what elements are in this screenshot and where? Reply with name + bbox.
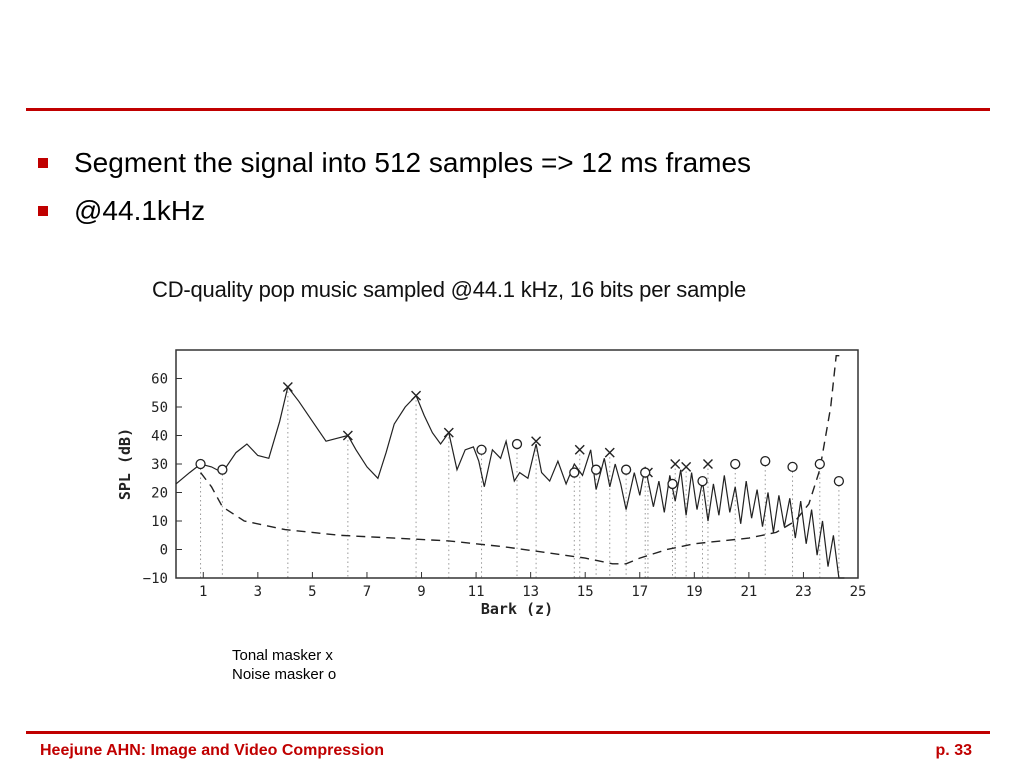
x-tick-label: 13 — [522, 584, 539, 600]
footer-course-title: Heejune AHN: Image and Video Compression — [40, 742, 385, 759]
x-tick-label: 5 — [308, 584, 316, 600]
noise-masker-mark — [511, 438, 523, 450]
tonal-masker-mark — [574, 444, 585, 455]
x-tick-label: 15 — [577, 584, 594, 600]
y-tick-label: 30 — [151, 457, 168, 473]
x-tick-label: 17 — [631, 584, 648, 600]
x-tick-label: 11 — [468, 584, 485, 600]
y-tick-label: 20 — [151, 486, 168, 502]
tonal-masker-mark — [681, 461, 692, 472]
x-tick-label: 7 — [363, 584, 371, 600]
noise-masker-mark — [569, 467, 580, 478]
series-lines — [175, 355, 845, 579]
x-tick-label: 3 — [254, 584, 262, 600]
y-tick-label: 10 — [151, 514, 168, 530]
noise-masker-mark — [640, 467, 651, 478]
tonal-masker-mark — [604, 447, 615, 458]
masker-markers — [195, 382, 845, 490]
bullet-text: Segment the signal into 512 samples => 1… — [74, 147, 752, 178]
x-tick-label: 25 — [850, 584, 867, 600]
x-tick-label: 21 — [740, 584, 757, 600]
noise-masker-mark — [697, 475, 708, 487]
noise-masker-mark — [620, 464, 632, 475]
noise-masker-mark — [814, 458, 825, 470]
tonal-masker-mark — [411, 390, 422, 401]
tonal-masker-mark — [531, 436, 542, 447]
tonal-masker-mark — [342, 430, 353, 441]
square-bullet-icon — [38, 158, 48, 168]
bullet-text: @44.1kHz — [74, 195, 206, 226]
spl-solid-line — [175, 385, 845, 579]
x-tick-label: 1 — [199, 584, 207, 600]
noise-masker-mark — [787, 461, 798, 472]
tonal-masker-mark — [670, 459, 681, 469]
marker-legend: Tonal masker x Noise masker o — [232, 646, 336, 684]
noise-masker-mark — [667, 478, 678, 490]
x-tick-label: 19 — [686, 584, 703, 600]
noise-masker-mark — [833, 475, 845, 487]
y-tick-label: 50 — [151, 400, 168, 416]
x-tick-label: 23 — [795, 584, 812, 600]
y-tick-label: 40 — [151, 429, 168, 445]
tonal-masker-mark — [702, 459, 713, 469]
noise-masker-mark — [217, 464, 228, 475]
tonal-masker-mark — [443, 427, 454, 438]
noise-masker-mark — [730, 458, 741, 470]
legend-tonal-masker: Tonal masker x — [232, 647, 333, 664]
noise-masker-mark — [195, 458, 206, 470]
y-axis-label: SPL (dB) — [116, 428, 134, 500]
y-tick-label: 0 — [160, 543, 168, 559]
noise-masker-mark — [476, 444, 487, 455]
y-tick-label: −10 — [143, 571, 168, 587]
square-bullet-icon — [38, 206, 48, 216]
footer-rule — [26, 731, 990, 734]
threshold-dashed-line — [200, 355, 845, 565]
footer-page-number: p. 33 — [935, 742, 972, 759]
y-tick-label: 60 — [151, 372, 168, 388]
x-tick-label: 9 — [417, 584, 425, 600]
legend-noise-masker: Noise masker o — [232, 666, 337, 683]
tonal-masker-mark — [282, 382, 293, 393]
gridlines — [200, 387, 840, 578]
noise-masker-mark — [760, 456, 771, 467]
x-axis-label: Bark (z) — [481, 600, 553, 618]
figure-title: CD-quality pop music sampled @44.1 kHz, … — [152, 277, 746, 302]
header-rule — [26, 108, 990, 111]
noise-masker-mark — [590, 464, 602, 475]
